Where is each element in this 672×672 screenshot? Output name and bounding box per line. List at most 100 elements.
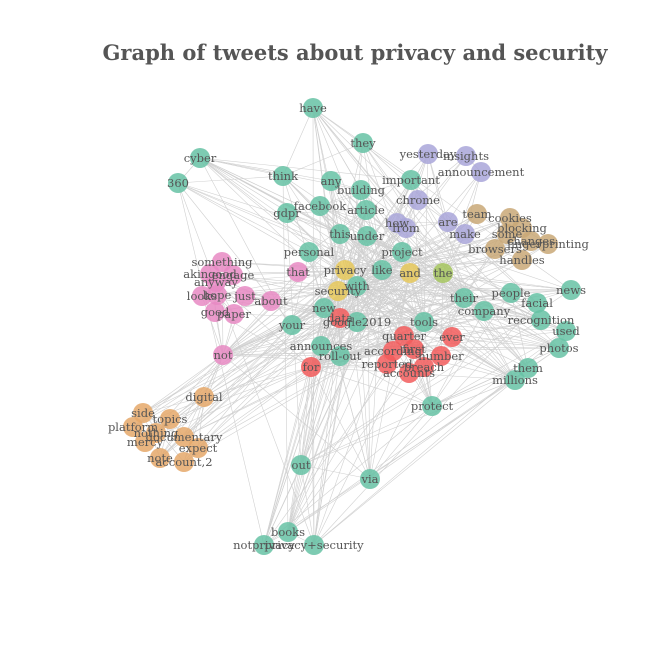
graph-node — [335, 260, 355, 280]
node-label: account,2 — [155, 455, 212, 469]
graph-node — [377, 354, 397, 374]
graph-node — [455, 224, 475, 244]
node-label: via — [360, 472, 378, 486]
node-label: chrome — [396, 193, 440, 207]
graph-edge — [203, 269, 346, 398]
graph-edge — [263, 464, 302, 546]
graph-node — [505, 370, 525, 390]
node-label: akingood — [183, 267, 237, 281]
node-label: first — [402, 342, 426, 356]
node-label: something — [191, 255, 253, 269]
graph-edge — [310, 335, 405, 368]
node-label: data — [327, 311, 353, 325]
graph-edge — [282, 175, 289, 533]
graph-edge — [177, 175, 284, 184]
node-label: number — [418, 349, 464, 363]
graph-node — [401, 170, 421, 190]
graph-node — [474, 301, 494, 321]
graph-edge — [287, 269, 383, 533]
node-label: facebook — [294, 199, 348, 213]
graph-edge — [323, 289, 572, 309]
graph-node — [396, 218, 416, 238]
graph-edge — [199, 157, 332, 182]
graph-node — [282, 315, 302, 335]
graph-edge — [356, 179, 412, 287]
node-label: documentary — [146, 430, 223, 444]
graph-node — [192, 286, 212, 306]
graph-edge — [442, 272, 560, 349]
graph-edge — [300, 319, 542, 466]
graph-edge — [297, 271, 358, 287]
node-label: your — [278, 318, 306, 332]
node-label: security — [315, 284, 362, 298]
node-label: changes — [507, 234, 555, 248]
node-label: google2019 — [323, 315, 391, 329]
graph-node — [351, 180, 371, 200]
node-label: yesterday — [399, 147, 457, 161]
graph-edge — [270, 269, 383, 302]
graph-node — [310, 196, 330, 216]
graph-node — [485, 239, 505, 259]
graph-node — [311, 336, 331, 356]
graph-node — [501, 283, 521, 303]
node-label: looks — [187, 289, 217, 303]
graph-node — [518, 358, 538, 378]
graph-edge — [300, 366, 312, 466]
node-label: from — [392, 221, 420, 235]
graph-node — [527, 293, 547, 313]
node-label: facial — [521, 296, 553, 310]
graph-edge — [199, 157, 412, 181]
chart-title: Graph of tweets about privacy and securi… — [102, 40, 608, 65]
node-label: roll-out — [319, 349, 362, 363]
node-label: privacy+security — [264, 538, 364, 552]
graph-node — [291, 455, 311, 475]
node-label: important — [382, 173, 440, 187]
graph-node — [414, 357, 434, 377]
graph-edge — [300, 321, 358, 466]
graph-node — [277, 203, 297, 223]
node-label: books — [271, 525, 305, 539]
graph-edge — [431, 330, 567, 407]
graph-node — [408, 190, 428, 210]
graph-edge — [323, 307, 371, 480]
graph-edge — [159, 269, 346, 459]
node-label: notprivacy — [233, 538, 295, 552]
graph-node — [353, 133, 373, 153]
graph-edge — [313, 379, 516, 546]
graph-edge — [409, 272, 433, 407]
graph-edge — [203, 272, 411, 398]
node-label: out — [292, 458, 311, 472]
node-label: browsers — [468, 242, 522, 256]
graph-node — [360, 469, 380, 489]
node-label: cookies — [488, 211, 532, 225]
node-label: quarter — [382, 329, 427, 343]
graph-edge — [339, 259, 523, 319]
node-label: side — [131, 406, 155, 420]
graph-edge — [310, 155, 467, 368]
graph-edge — [310, 366, 371, 480]
node-label: good — [201, 305, 230, 319]
graph-edge — [287, 209, 367, 533]
graph-node — [188, 438, 208, 458]
node-label: make — [449, 227, 481, 241]
graph-edge — [381, 233, 508, 271]
graph-node — [433, 263, 453, 283]
graph-node — [512, 250, 532, 270]
graph-edge — [177, 182, 315, 546]
node-label: people — [492, 286, 531, 300]
graph-edge — [144, 366, 312, 443]
graph-edge — [356, 285, 516, 381]
graph-edge — [464, 171, 482, 235]
graph-edge — [222, 295, 246, 356]
graph-edge — [222, 155, 467, 356]
graph-edge — [215, 281, 312, 368]
node-label: are — [438, 215, 457, 229]
graph-edge — [310, 366, 433, 407]
graph-node — [304, 535, 324, 555]
graph-edge — [263, 379, 516, 546]
node-label: building — [337, 183, 386, 197]
graph-node — [273, 166, 293, 186]
graph-node — [404, 339, 424, 359]
node-label: blocking — [497, 221, 547, 235]
node-label: accounts — [383, 366, 435, 380]
